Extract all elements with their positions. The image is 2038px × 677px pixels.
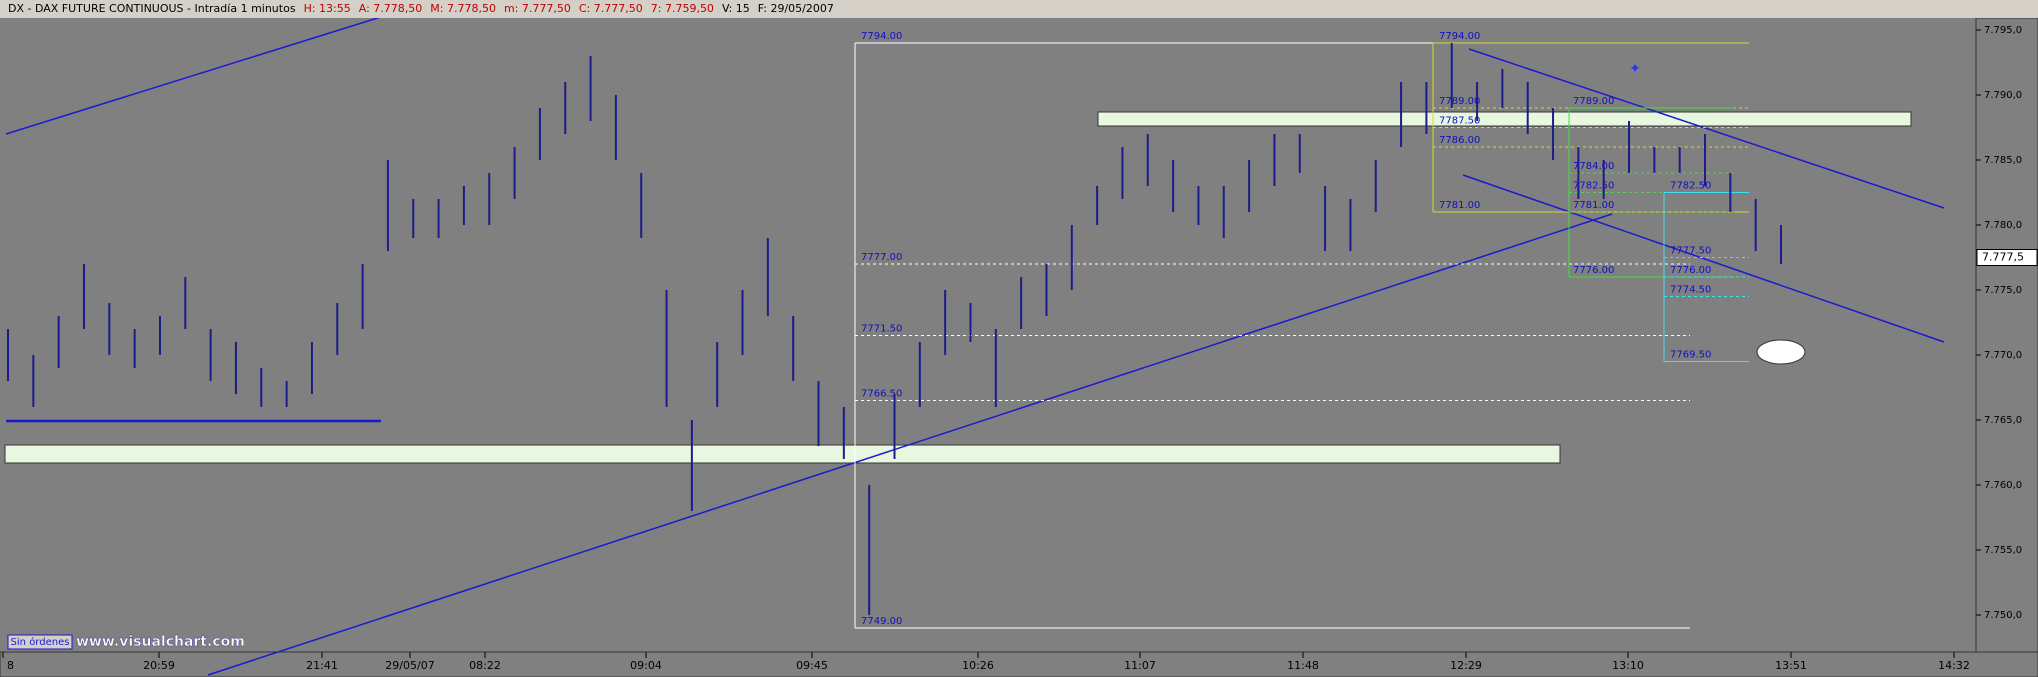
time-label: 21:41	[306, 659, 338, 672]
time-label: 14:32	[1938, 659, 1970, 672]
level-label: 7781.00	[1439, 200, 1480, 211]
level-label: 7777.00	[861, 252, 902, 263]
trend-line	[1462, 174, 1945, 343]
levels: 7794.00 7777.00 7771.50 7766.50 7749.00 7794.…	[854, 31, 1749, 629]
trend-line	[207, 213, 1613, 676]
header-item: V: 15	[721, 2, 750, 15]
time-label: 11:48	[1287, 659, 1319, 672]
level-label: 7774.50	[1670, 285, 1711, 296]
last-price-box	[1976, 249, 2038, 266]
marker: ✦	[1629, 61, 1641, 77]
header-item: DX - DAX FUTURE CONTINUOUS - Intradía 1 …	[8, 2, 296, 15]
price-label: 7.765,0	[1984, 415, 2022, 426]
time-label: 13:51	[1775, 659, 1807, 672]
time-label: 29/05/07	[385, 659, 434, 672]
level-label: 7769.50	[1670, 350, 1711, 361]
header-item: M: 7.778,50	[430, 2, 496, 15]
target-ellipse	[1756, 339, 1806, 365]
level-label: 7784.00	[1573, 161, 1614, 172]
trend-line	[1468, 48, 1945, 209]
time-label: 09:45	[796, 659, 828, 672]
level-label: 7794.00	[1439, 31, 1480, 42]
level-label: 7782.50	[1670, 181, 1711, 192]
time-label: 10:26	[962, 659, 994, 672]
price-label: 7.775,0	[1984, 285, 2022, 296]
trend-line	[5, 18, 381, 135]
level-label: 7777.50	[1670, 246, 1711, 257]
level-label: 7789.00	[1439, 96, 1480, 107]
level-label: 7749.00	[861, 616, 902, 627]
time-label: 20:59	[143, 659, 175, 672]
level-label: 7766.50	[861, 389, 902, 400]
level-label: 7786.00	[1439, 135, 1480, 146]
level-label: 7776.00	[1573, 265, 1614, 276]
level-label: 7781.00	[1573, 200, 1614, 211]
level-label: 7787.50	[1439, 116, 1480, 127]
price-label: 7.770,0	[1984, 350, 2022, 361]
price-label: 7.760,0	[1984, 480, 2022, 491]
level-label: 7782.50	[1573, 181, 1614, 192]
brand: www.visualchart.com	[76, 634, 245, 650]
header-item: 7: 7.759,50	[650, 2, 714, 15]
chart: ✦ 7794.007777.007771.507766.507749.00779…	[0, 18, 2038, 677]
resistance-zone	[1097, 111, 1912, 127]
time-label: 13:10	[1612, 659, 1644, 672]
orders-box	[7, 634, 73, 650]
support-zone	[4, 444, 1561, 464]
price-label: 7.755,0	[1984, 545, 2022, 556]
price-label: 7.785,0	[1984, 155, 2022, 166]
time-label: 11:07	[1124, 659, 1156, 672]
time-axis-area	[0, 651, 2038, 677]
orders-text: Sin órdenes	[11, 636, 70, 648]
header-item: C: 7.777,50	[578, 2, 643, 15]
price-axis-area	[1975, 18, 2038, 653]
header-bar: DX - DAX FUTURE CONTINUOUS - Intradía 1 …	[0, 0, 2038, 19]
price-label: 7.780,0	[1984, 220, 2022, 231]
bars	[7, 43, 1782, 615]
time-label: 08:22	[469, 659, 501, 672]
price-label: 7.790,0	[1984, 90, 2022, 101]
level-label: 7776.00	[1670, 265, 1711, 276]
level-label: 7771.50	[861, 324, 902, 335]
header-item: m: 7.777,50	[503, 2, 571, 15]
header-item: A: 7.778,50	[358, 2, 423, 15]
time-label: 8	[7, 659, 14, 672]
time-label: 12:29	[1450, 659, 1482, 672]
last-price: 7.777,5	[1982, 251, 2024, 264]
header-item: H: 13:55	[303, 2, 351, 15]
time-label: 09:04	[630, 659, 662, 672]
level-label: 7794.00	[861, 31, 902, 42]
price-label: 7.750,0	[1984, 610, 2022, 621]
price-label: 7.795,0	[1984, 25, 2022, 36]
header-item: F: 29/05/2007	[757, 2, 834, 15]
level-label: 7789.00	[1573, 96, 1614, 107]
